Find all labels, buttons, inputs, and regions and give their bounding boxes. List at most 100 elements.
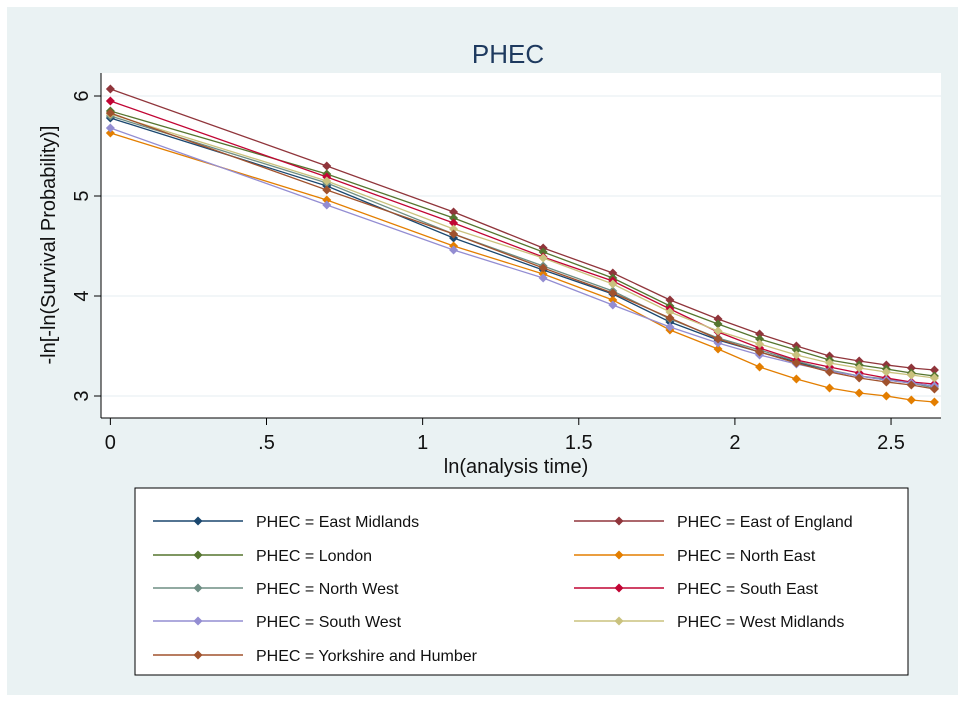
data-point xyxy=(713,319,723,329)
series-line xyxy=(110,88,935,371)
legend-label: PHEC = North West xyxy=(256,581,399,598)
data-point xyxy=(608,295,618,305)
legend-label: PHEC = London xyxy=(256,548,372,565)
data-point xyxy=(929,373,939,383)
legend-marker xyxy=(614,583,624,593)
data-point xyxy=(825,367,835,377)
data-point xyxy=(322,161,332,171)
data-point xyxy=(713,334,723,344)
data-point xyxy=(608,288,618,298)
line-chart: PHEC 3 4 5 6 0 .5 1 1.5 2 2.5 ln(analysis time) -… xyxy=(38,39,941,676)
data-point xyxy=(791,358,801,368)
data-point xyxy=(713,326,723,336)
legend-label: PHEC = South East xyxy=(677,581,819,598)
y-tick-label: 3 xyxy=(71,390,93,401)
legend-label: PHEC = North East xyxy=(677,548,816,565)
data-point xyxy=(449,224,459,234)
data-point xyxy=(105,84,115,94)
data-point xyxy=(791,350,801,360)
data-point xyxy=(854,388,864,398)
data-point xyxy=(105,123,115,133)
data-point xyxy=(538,273,548,283)
legend-marker xyxy=(614,516,624,526)
data-point xyxy=(755,329,765,339)
data-point xyxy=(665,322,675,332)
data-point xyxy=(713,314,723,324)
data-point xyxy=(665,307,675,317)
data-point xyxy=(755,362,765,372)
legend-marker xyxy=(614,616,624,626)
y-tick-label: 4 xyxy=(71,290,93,301)
axes: 3 4 5 6 0 .5 1 1.5 2 2.5 xyxy=(71,73,941,454)
data-point xyxy=(854,373,864,383)
legend: PHEC = East Midlands PHEC = East of Engla… xyxy=(153,514,853,665)
data-point xyxy=(322,195,332,205)
data-point xyxy=(791,345,801,355)
data-point xyxy=(825,383,835,393)
series-group xyxy=(105,84,939,407)
data-point xyxy=(791,374,801,384)
series-line xyxy=(110,127,935,387)
data-point xyxy=(449,213,459,223)
data-point xyxy=(322,176,332,186)
data-point xyxy=(929,384,939,394)
legend-marker xyxy=(193,516,203,526)
legend-label: PHEC = Yorkshire and Humber xyxy=(256,648,478,665)
data-point xyxy=(755,339,765,349)
x-axis-label: ln(analysis time) xyxy=(444,456,588,478)
series-line xyxy=(110,113,935,379)
x-tick-label: 0 xyxy=(105,432,116,454)
data-point xyxy=(825,358,835,368)
data-point xyxy=(538,247,548,257)
data-point xyxy=(449,245,459,255)
data-point xyxy=(608,279,618,289)
y-tick-label: 5 xyxy=(71,190,93,201)
x-tick-label: 2 xyxy=(729,432,740,454)
series-line xyxy=(110,100,935,385)
data-point xyxy=(906,370,916,380)
legend-label: PHEC = East of England xyxy=(677,514,853,531)
legend-marker xyxy=(193,583,203,593)
data-point xyxy=(449,207,459,217)
data-point xyxy=(854,363,864,373)
data-point xyxy=(105,96,115,106)
series-line xyxy=(110,132,935,403)
data-point xyxy=(881,377,891,387)
legend-marker xyxy=(193,550,203,560)
data-point xyxy=(105,108,115,118)
legend-label: PHEC = West Midlands xyxy=(677,614,844,631)
data-point xyxy=(906,363,916,373)
legend-box xyxy=(134,487,909,676)
series-line xyxy=(110,112,935,390)
legend-marker xyxy=(193,616,203,626)
y-axis-label: -ln[-ln(Survival Probability)] xyxy=(38,126,60,365)
x-tick-label: 1.5 xyxy=(565,432,593,454)
chart-title: PHEC xyxy=(472,39,544,69)
data-point xyxy=(755,334,765,344)
legend-label: PHEC = East Midlands xyxy=(256,514,419,531)
x-tick-label: 2.5 xyxy=(877,432,905,454)
data-point xyxy=(538,253,548,263)
data-point xyxy=(713,344,723,354)
data-point xyxy=(608,300,618,310)
grid xyxy=(101,95,941,397)
series-line xyxy=(110,110,935,377)
data-point xyxy=(929,397,939,407)
data-point xyxy=(906,395,916,405)
chart-container: PHEC 3 4 5 6 0 .5 1 1.5 2 2.5 ln(analysis time) -… xyxy=(7,7,958,695)
data-point xyxy=(538,263,548,273)
data-point xyxy=(449,218,459,228)
data-point xyxy=(881,391,891,401)
x-tick-label: .5 xyxy=(258,432,275,454)
legend-marker xyxy=(614,550,624,560)
data-point xyxy=(881,367,891,377)
legend-marker xyxy=(193,650,203,660)
data-point xyxy=(929,365,939,375)
data-point xyxy=(906,380,916,390)
data-point xyxy=(322,200,332,210)
data-point xyxy=(665,295,675,305)
data-point xyxy=(755,347,765,357)
y-tick-label: 6 xyxy=(71,90,93,101)
data-point xyxy=(105,128,115,138)
data-point xyxy=(449,229,459,239)
